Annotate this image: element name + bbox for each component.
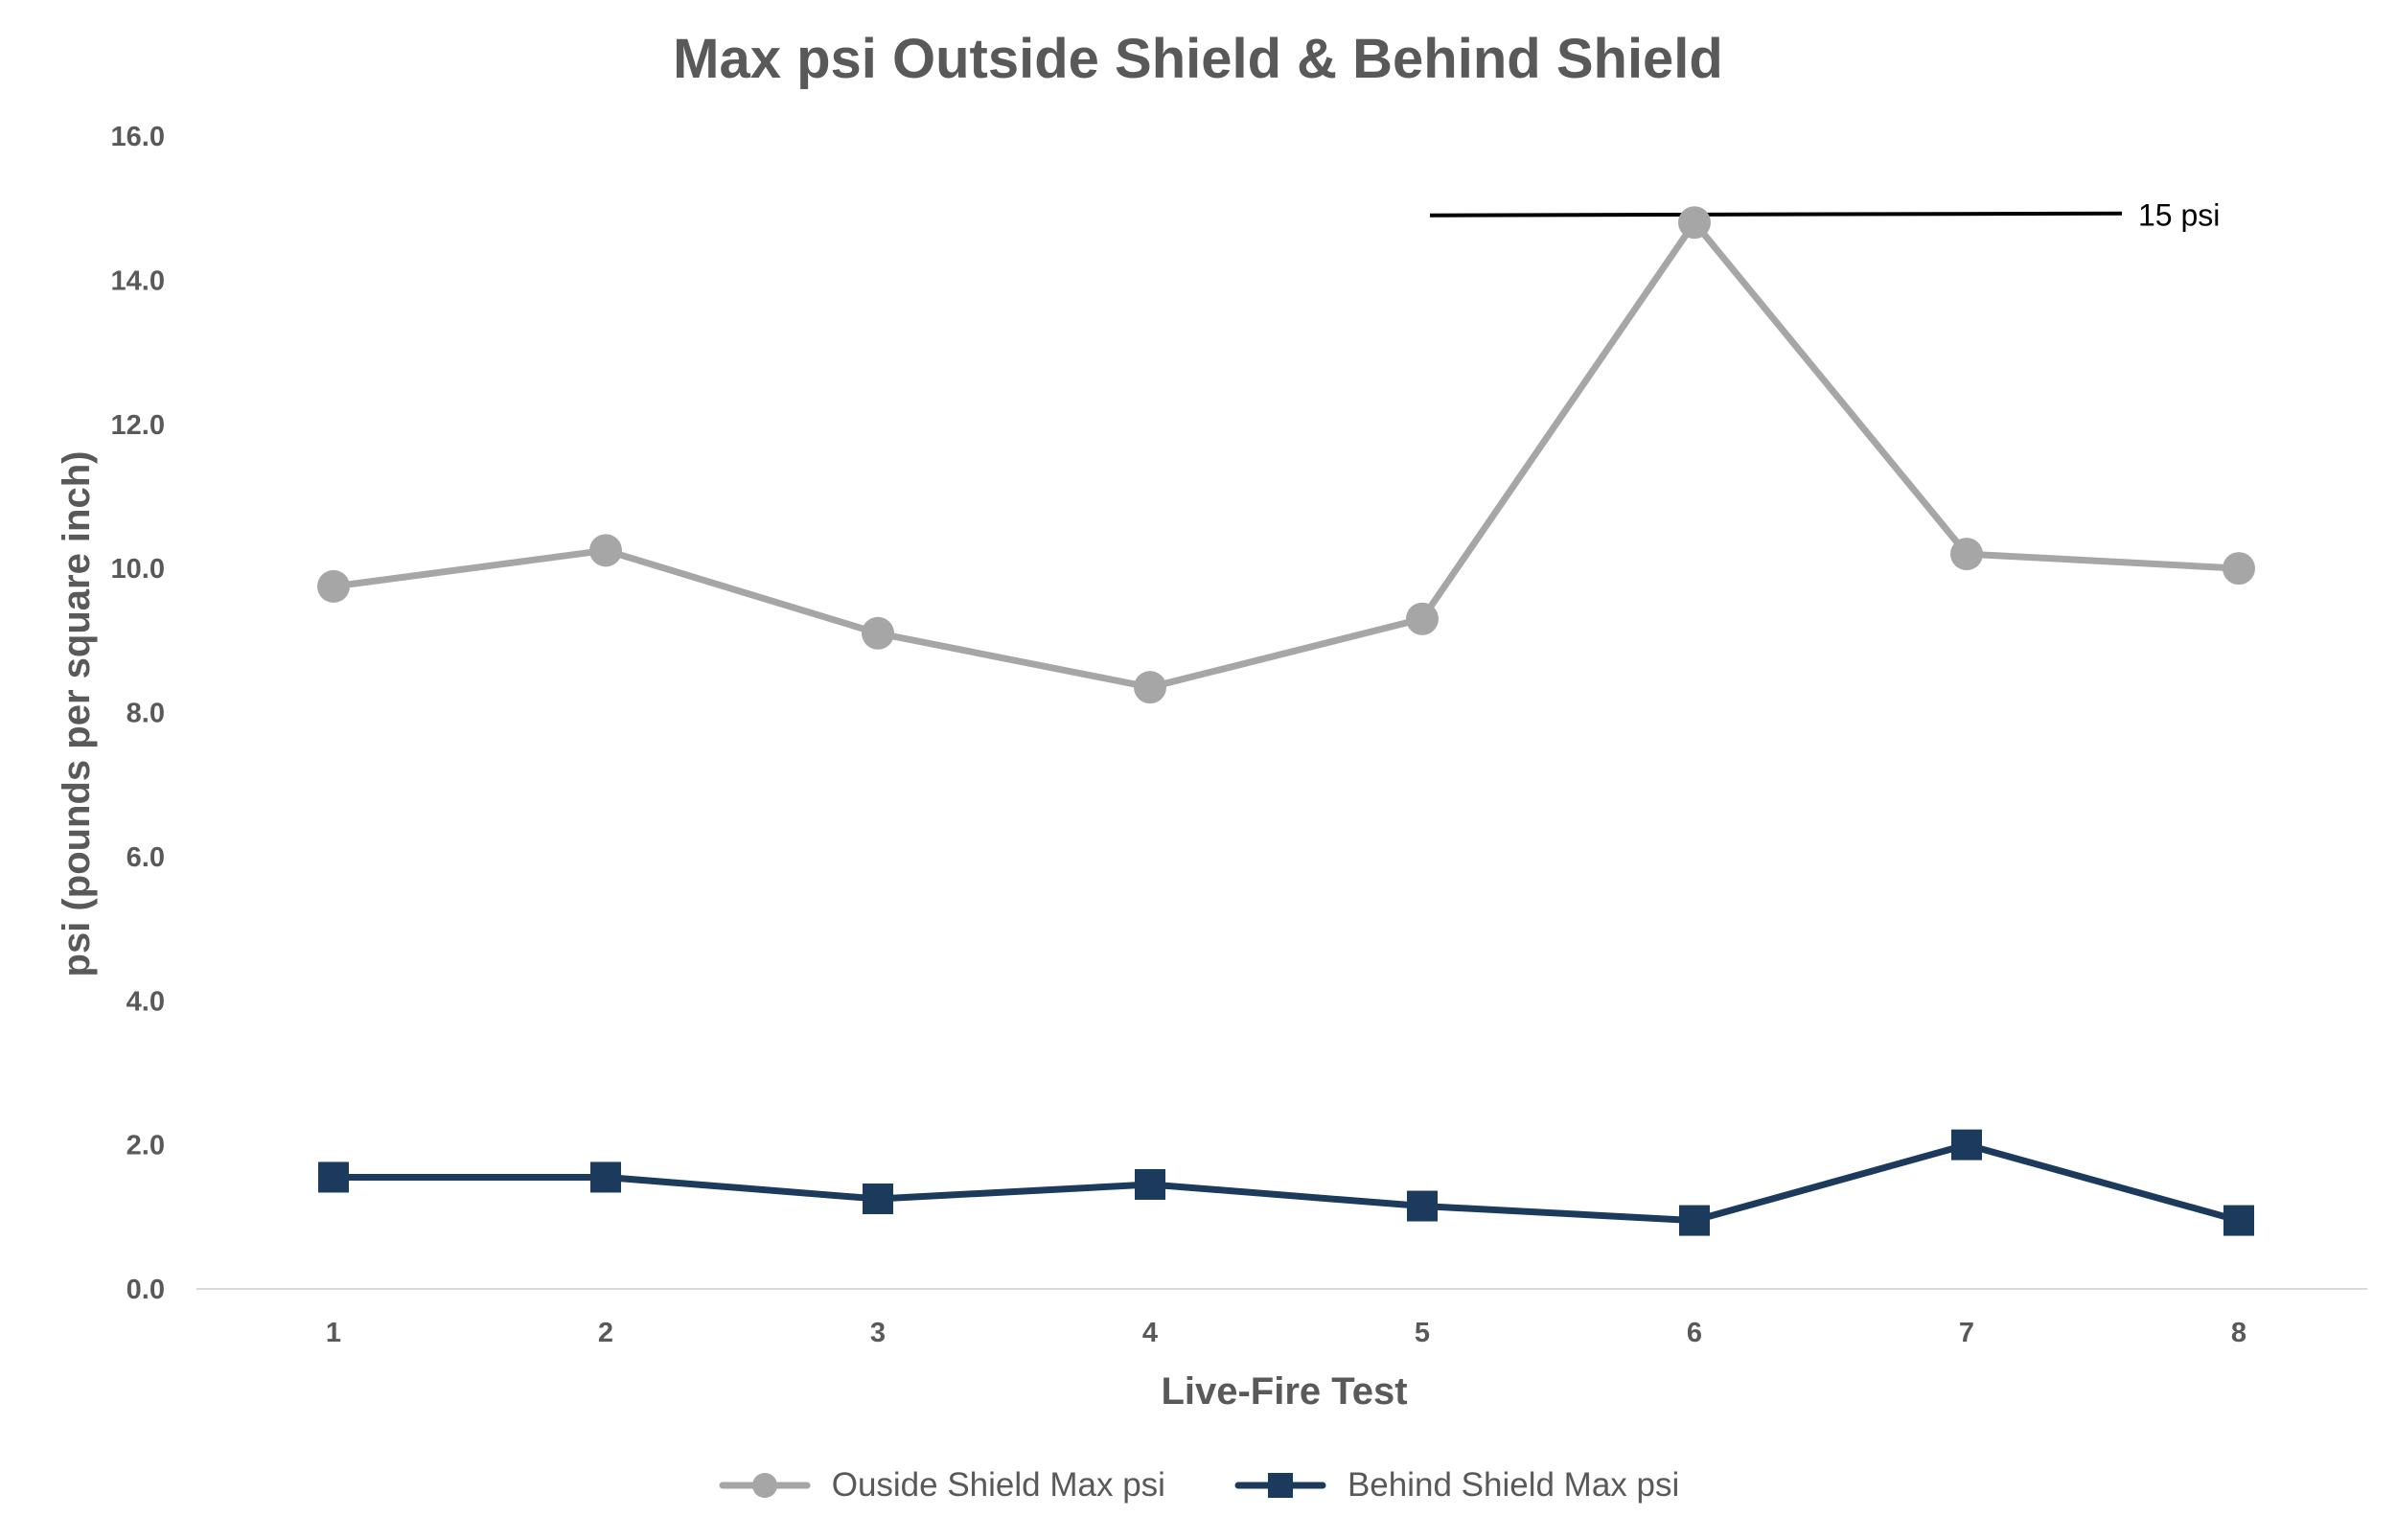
legend: Ouside Shield Max psi Behind Shield Max …: [0, 1466, 2396, 1505]
y-tick-label: 4.0: [127, 986, 165, 1017]
x-axis-ticks: 1 2 3 4 5 6 7 8: [326, 1318, 2246, 1348]
x-axis-title: Live-Fire Test: [1161, 1370, 1407, 1413]
data-point: [318, 1161, 349, 1193]
x-tick-label: 8: [2231, 1318, 2246, 1348]
data-point: [863, 1184, 893, 1215]
data-point: [590, 1161, 621, 1193]
reference-line: [1429, 211, 2123, 218]
data-point: [1134, 671, 1166, 704]
data-point: [1135, 1168, 1165, 1200]
data-point: [1406, 602, 1439, 635]
y-tick-label: 8.0: [127, 699, 165, 729]
x-tick-label: 6: [1687, 1318, 1702, 1348]
data-point: [1407, 1190, 1438, 1222]
x-tick-label: 1: [326, 1318, 341, 1348]
legend-item-outside: Ouside Shield Max psi: [717, 1466, 1165, 1505]
y-tick-label: 14.0: [111, 265, 165, 296]
y-tick-label: 12.0: [111, 410, 165, 441]
data-point: [317, 569, 350, 603]
data-point: [2223, 1205, 2254, 1236]
y-tick-label: 6.0: [127, 842, 165, 873]
y-axis-title: psi (pounds per square inch): [56, 451, 98, 977]
series-line: [330, 218, 2243, 691]
chart-title: Max psi Outside Shield & Behind Shield: [673, 28, 1723, 90]
series-line: [330, 1141, 2243, 1225]
annotations: 15 psi: [1429, 198, 2220, 233]
legend-label-outside: Ouside Shield Max psi: [831, 1466, 1165, 1504]
data-point: [1679, 1205, 1710, 1236]
y-tick-label: 2.0: [127, 1131, 165, 1161]
data-point: [1951, 1129, 1982, 1161]
y-tick-label: 0.0: [127, 1275, 165, 1305]
reference-line-label: 15 psi: [2138, 198, 2220, 233]
data-point: [1678, 206, 1711, 240]
x-tick-label: 7: [1959, 1318, 1974, 1348]
legend-label-behind: Behind Shield Max psi: [1347, 1466, 1680, 1504]
legend-item-behind: Behind Shield Max psi: [1233, 1466, 1679, 1505]
data-point: [2223, 552, 2255, 586]
circle-marker-icon: [719, 1473, 811, 1498]
x-tick-label: 3: [870, 1318, 886, 1348]
data-point: [862, 616, 894, 650]
x-tick-label: 2: [598, 1318, 613, 1348]
data-point: [1950, 538, 1983, 571]
x-tick-label: 5: [1415, 1318, 1430, 1348]
square-marker-icon: [1234, 1473, 1326, 1498]
series-layer: [317, 206, 2255, 1236]
x-tick-label: 4: [1142, 1318, 1158, 1348]
y-axis-ticks: 0.0 2.0 4.0 6.0 8.0 10.0 12.0 14.0 16.0: [111, 122, 165, 1305]
data-point: [589, 534, 622, 567]
y-tick-label: 16.0: [111, 122, 165, 152]
y-tick-label: 10.0: [111, 554, 165, 585]
